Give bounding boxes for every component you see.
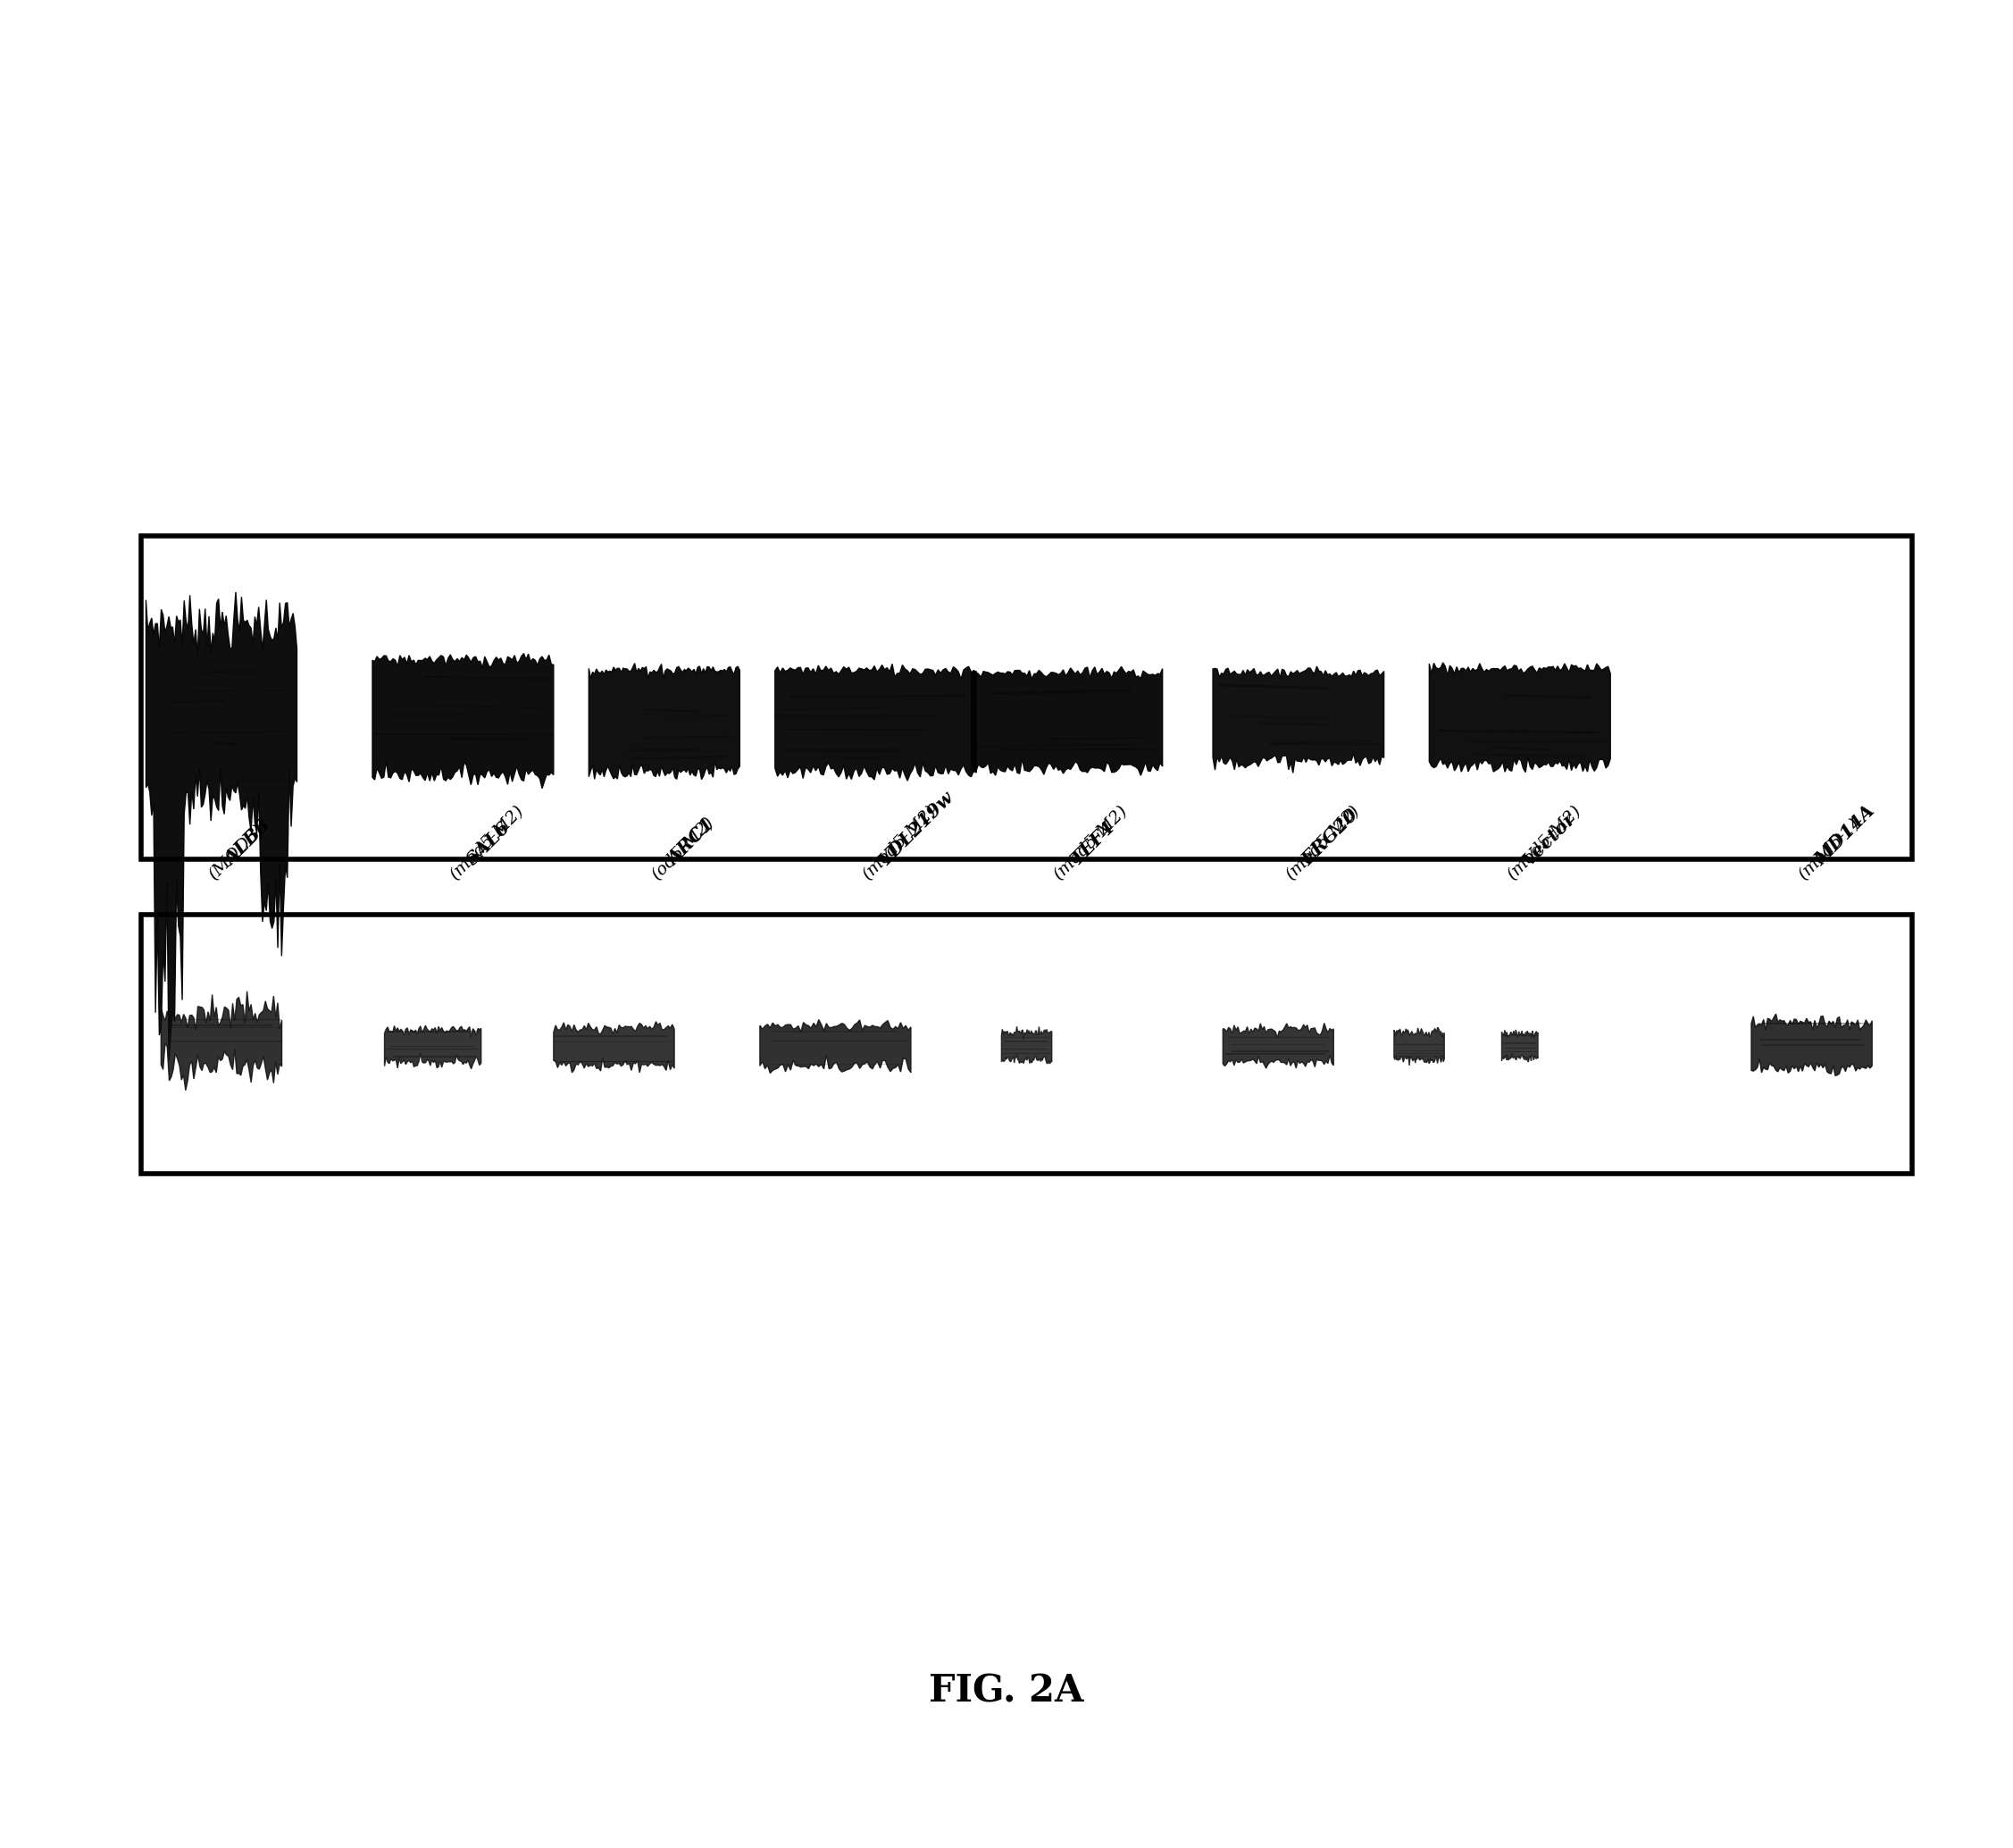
Polygon shape xyxy=(1751,1015,1872,1076)
Text: YDL219w: YDL219w xyxy=(876,787,958,869)
Text: (mod5-M2): (mod5-M2) xyxy=(1051,802,1131,883)
Text: MD14A: MD14A xyxy=(1812,802,1878,869)
Polygon shape xyxy=(1393,1027,1445,1066)
Polygon shape xyxy=(1224,1024,1333,1068)
Polygon shape xyxy=(590,663,741,780)
Text: ERG20: ERG20 xyxy=(1298,806,1361,869)
Text: TEF4: TEF4 xyxy=(1067,817,1117,869)
Polygon shape xyxy=(761,1020,910,1074)
Text: (mod5-M2): (mod5-M2) xyxy=(860,802,940,883)
Text: ARC1: ARC1 xyxy=(664,815,719,869)
Polygon shape xyxy=(972,667,1164,776)
Text: SAL6: SAL6 xyxy=(463,817,513,869)
Text: (mod5-M2): (mod5-M2) xyxy=(447,802,527,883)
FancyBboxPatch shape xyxy=(141,536,1912,859)
Polygon shape xyxy=(1002,1026,1051,1064)
Polygon shape xyxy=(775,663,976,780)
Text: ALB8: ALB8 xyxy=(221,817,274,869)
Polygon shape xyxy=(372,654,554,789)
Polygon shape xyxy=(1212,667,1385,772)
Polygon shape xyxy=(554,1022,674,1072)
Text: Vector: Vector xyxy=(1520,809,1580,869)
Text: (mod5-M2): (mod5-M2) xyxy=(1504,802,1584,883)
Text: (mod5-1): (mod5-1) xyxy=(1796,815,1864,883)
Polygon shape xyxy=(147,591,298,1061)
Polygon shape xyxy=(161,991,282,1090)
Text: FIG. 2A: FIG. 2A xyxy=(930,1672,1083,1709)
Text: (MOD5): (MOD5) xyxy=(205,822,268,883)
Text: (mod5-M2): (mod5-M2) xyxy=(1282,802,1363,883)
FancyBboxPatch shape xyxy=(141,915,1912,1173)
Polygon shape xyxy=(1502,1029,1538,1063)
Text: (od5-M2): (od5-M2) xyxy=(648,815,717,883)
Polygon shape xyxy=(384,1026,481,1068)
Polygon shape xyxy=(1429,663,1610,772)
